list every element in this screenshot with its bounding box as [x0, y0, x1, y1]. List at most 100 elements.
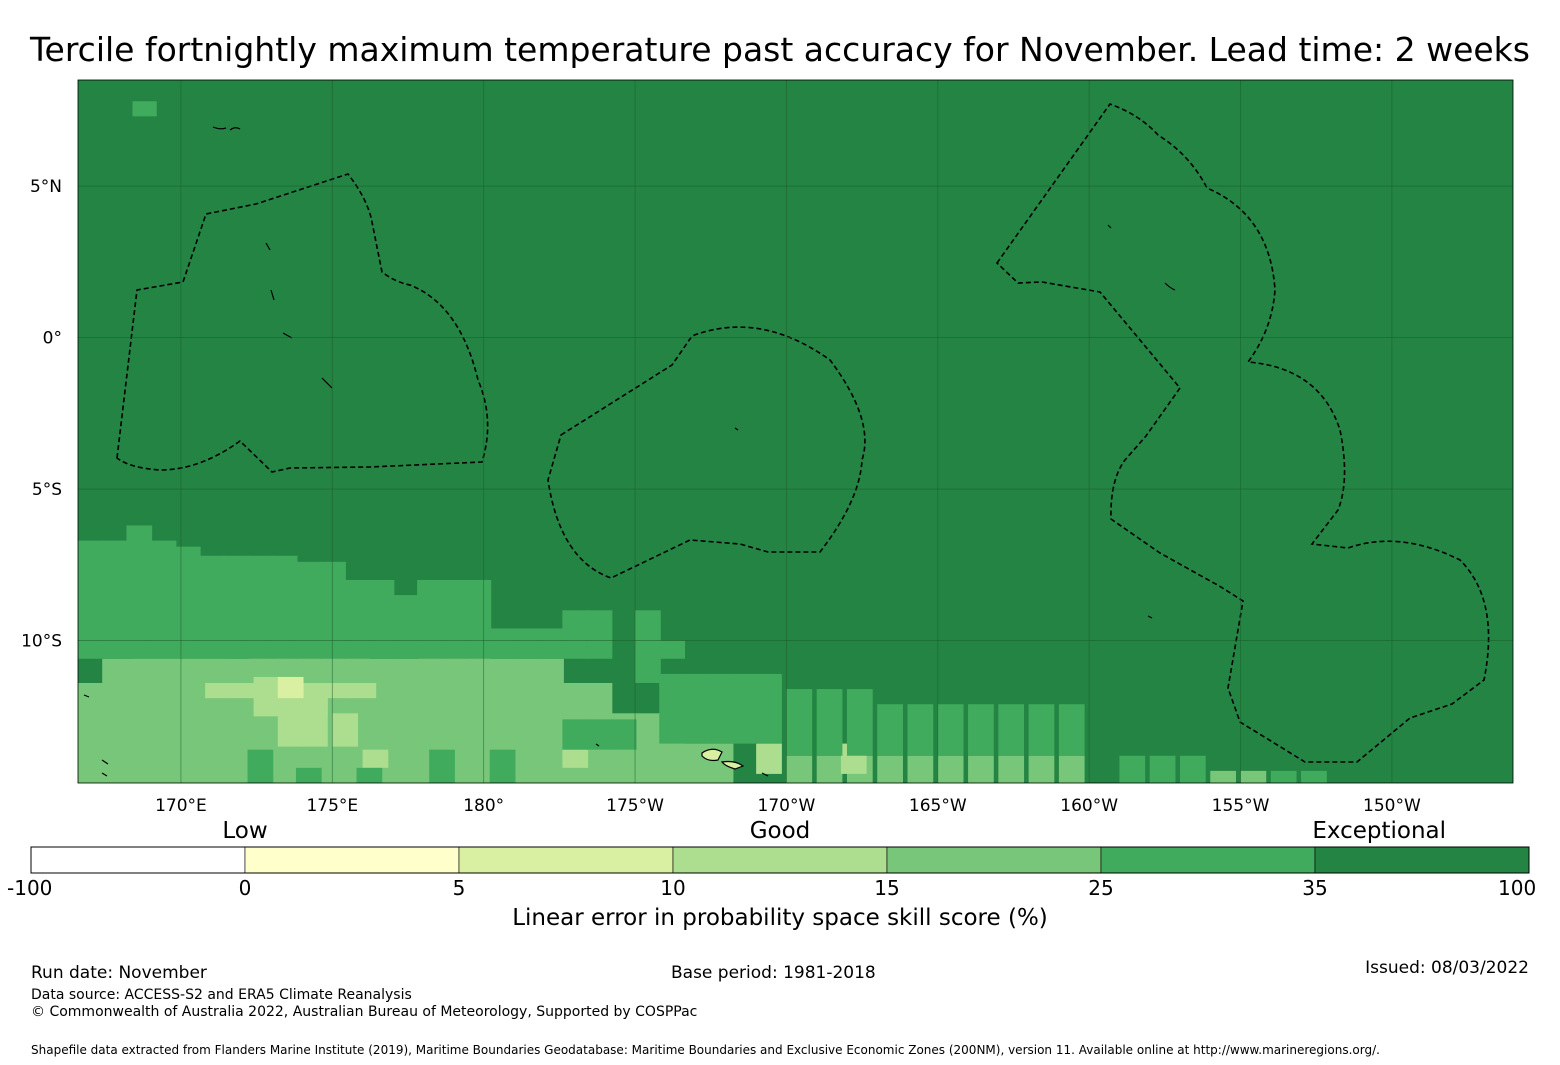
- skill-cell: [756, 743, 782, 774]
- skill-cell: [102, 540, 128, 659]
- colorbar-segment: [886, 846, 1102, 874]
- skill-cell: [538, 628, 564, 659]
- skill-cell: [126, 658, 153, 783]
- skill-cell: [132, 101, 157, 117]
- skill-cell: [489, 628, 516, 659]
- skill-cell: [78, 683, 104, 783]
- skill-cell: [659, 673, 685, 744]
- lon-tick-label: 170°W: [758, 796, 816, 816]
- issued-date: Issued: 08/03/2022: [1365, 958, 1529, 978]
- colorbar-tick-label: 100: [1498, 876, 1537, 900]
- colorbar-category-exceptional: Exceptional: [1312, 818, 1447, 844]
- colorbar-tick-label: 35: [1302, 876, 1328, 900]
- skill-cell: [1028, 755, 1055, 783]
- skill-cell: [683, 673, 710, 744]
- copyright: © Commonwealth of Australia 2022, Austra…: [31, 1004, 698, 1020]
- skill-cell: [968, 704, 994, 756]
- skill-cell: [295, 561, 322, 659]
- skill-cell: [731, 673, 758, 744]
- skill-cell: [1119, 755, 1146, 783]
- skill-cell: [253, 676, 280, 717]
- skill-cell: [513, 628, 540, 659]
- skill-cell: [417, 579, 443, 659]
- data-source: Data source: ACCESS-S2 and ERA5 Climate …: [31, 987, 412, 1003]
- island-atoll-9: [1107, 224, 1112, 229]
- skill-cell: [174, 658, 201, 783]
- eez-tuvalu-kiribati-west: [116, 173, 489, 473]
- skill-cell: [302, 683, 328, 747]
- skill-cell: [429, 749, 455, 783]
- skill-cell: [392, 595, 419, 659]
- lon-tick-label: 150°W: [1363, 796, 1421, 816]
- skill-cell: [102, 658, 128, 783]
- shapefile-credit: Shapefile data extracted from Flanders M…: [31, 1043, 1380, 1057]
- lon-tick-label: 165°W: [909, 796, 967, 816]
- colorbar: [30, 846, 1530, 874]
- skill-cell: [635, 713, 661, 783]
- island-atoll-10: [1147, 615, 1153, 619]
- skill-cell: [1179, 755, 1206, 783]
- lon-tick-label: 180°: [463, 796, 504, 816]
- skill-cell: [635, 610, 661, 684]
- lat-tick-label: 0°: [43, 329, 62, 349]
- skill-cell: [562, 719, 589, 750]
- island-atoll-11: [83, 694, 90, 698]
- colorbar-tick-label: 5: [452, 876, 466, 900]
- skill-cell: [368, 579, 395, 659]
- colorbar-segment: [1100, 846, 1316, 874]
- skill-cell: [326, 683, 352, 699]
- skill-cell: [199, 555, 225, 659]
- skill-cell: [586, 719, 613, 750]
- lat-tick-label: 5°S: [32, 480, 62, 500]
- skill-cell: [562, 610, 589, 659]
- island-atoll-4: [270, 289, 275, 301]
- colorbar-tick-label: 15: [874, 876, 900, 900]
- skill-cell: [1028, 704, 1055, 756]
- skill-cell: [683, 743, 710, 783]
- colorbar-segment: [458, 846, 674, 874]
- skill-cell: [150, 658, 177, 783]
- skill-cell: [968, 755, 994, 783]
- skill-cell: [205, 683, 231, 699]
- skill-cell: [1058, 704, 1085, 756]
- skill-cell: [998, 704, 1025, 756]
- skill-cell: [846, 689, 873, 756]
- colorbar-segment: [244, 846, 460, 874]
- map-title: Tercile fortnightly maximum temperature …: [29, 30, 1530, 69]
- skill-cell: [277, 713, 304, 747]
- skill-cell: [937, 704, 964, 756]
- skill-cell: [332, 713, 359, 747]
- skill-cell: [816, 689, 843, 756]
- skill-cell: [392, 658, 419, 783]
- axis-labels: 170°E 175°E 180° 175°W 170°W 165°W 160°W 155°W 1…: [21, 177, 1421, 816]
- base-period: Base period: 1981-2018: [671, 963, 876, 983]
- island-atoll-2: [229, 127, 241, 131]
- graticule: [78, 80, 1513, 783]
- lon-tick-label: 175°E: [306, 796, 358, 816]
- map-frame: [77, 79, 1514, 784]
- skill-cell: [271, 555, 298, 659]
- skill-cell: [877, 704, 903, 756]
- skill-cell: [150, 540, 177, 659]
- skill-cell: [907, 755, 934, 783]
- island-atoll-14: [595, 743, 600, 747]
- skill-map: [78, 80, 1513, 783]
- eez-boundaries: [116, 103, 1490, 763]
- skill-cell: [586, 610, 613, 659]
- colorbar-frame: [30, 846, 1530, 874]
- eez-line-islands: [995, 103, 1490, 763]
- skill-cell: [174, 546, 201, 659]
- colorbar-segment: [672, 846, 888, 874]
- skill-cell: [465, 640, 492, 783]
- skill-cell: [786, 755, 813, 783]
- skill-cell: [489, 749, 516, 783]
- skill-cell: [223, 555, 250, 659]
- skill-cell: [1210, 770, 1236, 783]
- colorbar-category-good: Good: [749, 818, 811, 844]
- colorbar-tick-label: 0: [238, 876, 252, 900]
- colorbar-tick-label: 10: [660, 876, 686, 900]
- skill-cell: [350, 683, 377, 699]
- lon-tick-label: 170°E: [155, 796, 207, 816]
- lon-tick-label: 155°W: [1212, 796, 1270, 816]
